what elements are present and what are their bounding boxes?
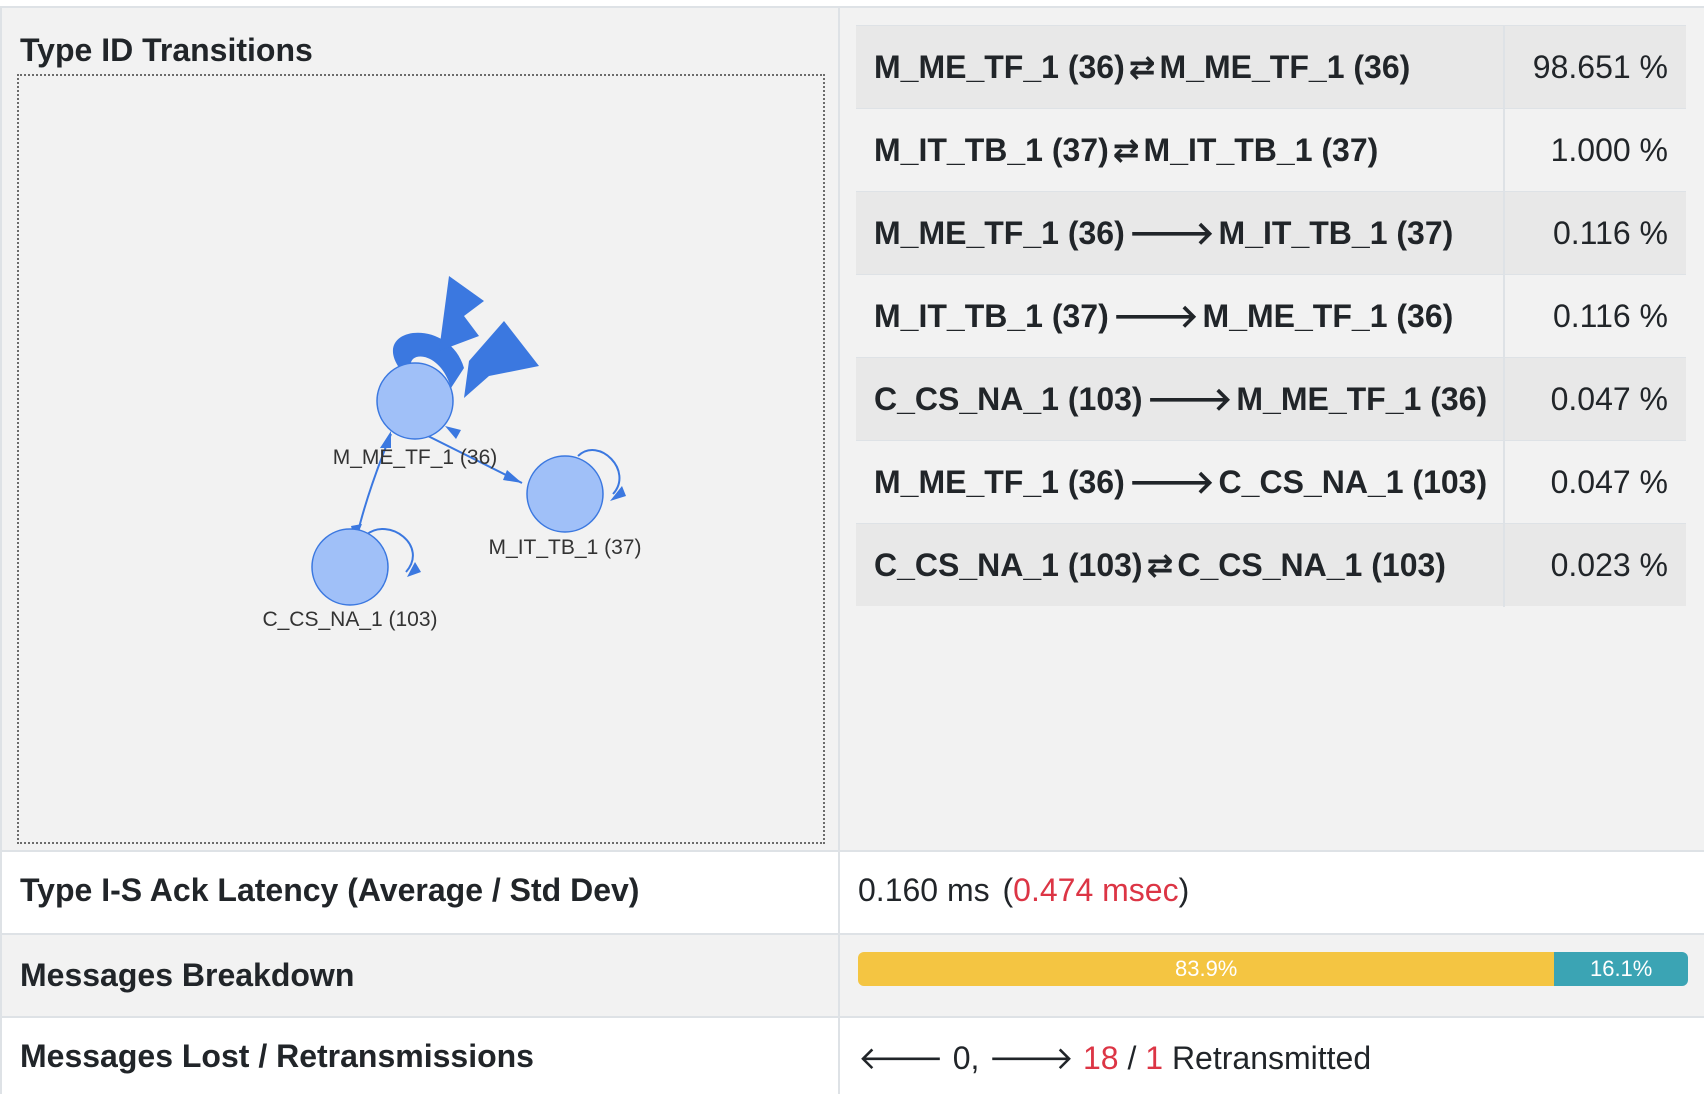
transition-row: M_IT_TB_1 (37) 🡒 M_ME_TF_1 (36) 0.116 % (856, 274, 1686, 358)
transition-name: M_ME_TF_1 (36) 🡒 M_IT_TB_1 (37) (874, 192, 1453, 275)
transition-from: M_IT_TB_1 (37) (874, 298, 1109, 334)
edge-arrowhead (445, 426, 461, 439)
latency-close-paren: ) (1178, 872, 1190, 908)
transition-row: M_ME_TF_1 (36) 🡒 C_CS_NA_1 (103) 0.047 % (856, 440, 1686, 524)
transitions-table: M_ME_TF_1 (36) ⇄ M_ME_TF_1 (36) 98.651 % M_I… (856, 25, 1686, 607)
self-loop-arrowhead (407, 562, 421, 577)
transition-name: M_ME_TF_1 (36) 🡒 C_CS_NA_1 (103) (874, 441, 1487, 524)
retransmitted-label: Retransmitted (1171, 1040, 1372, 1076)
transition-to: M_ME_TF_1 (36) (1236, 381, 1488, 417)
transition-to: M_ME_TF_1 (36) (1159, 49, 1411, 85)
latency-stddev: 0.474 msec (1013, 872, 1179, 908)
row-messages-breakdown: Messages Breakdown 83.9% 16.1% (0, 933, 1704, 1016)
bidirectional-arrow-icon: ⇄ (1128, 49, 1156, 85)
latency-label-cell: Type I-S Ack Latency (Average / Std Dev) (0, 852, 838, 933)
arrow-right-icon: 🡒 (1112, 298, 1199, 334)
self-loop-arrowhead (439, 276, 484, 351)
transition-percentage: 0.116 % (1503, 192, 1686, 275)
arrow-right-icon: 🡒 (988, 1040, 1075, 1076)
transition-row: C_CS_NA_1 (103) 🡒 M_ME_TF_1 (36) 0.047 % (856, 357, 1686, 441)
arrow-right-icon: 🡒 (1128, 215, 1215, 251)
graph-node-label: M_ME_TF_1 (36) (333, 446, 498, 469)
latency-value-cell: 0.160 ms (0.474 msec) (838, 852, 1704, 933)
bidirectional-arrow-icon: ⇄ (1112, 132, 1140, 168)
transition-graph[interactable]: M_ME_TF_1 (36) M_IT_TB_1 (37) C_CS_NA_1 (1… (17, 74, 825, 844)
progress-segment: 83.9% (858, 952, 1555, 986)
transition-percentage: 0.023 % (1503, 524, 1686, 607)
latency-open-paren: ( (1002, 872, 1014, 908)
transitions-table-cell (838, 8, 1704, 850)
self-loop-arrowhead (610, 486, 626, 501)
transition-from: M_IT_TB_1 (37) (874, 132, 1109, 168)
lost-label-cell: Messages Lost / Retransmissions (0, 1018, 838, 1094)
lost-label: Messages Lost / Retransmissions (20, 1038, 534, 1074)
self-loop-edge (577, 449, 621, 495)
transition-row: C_CS_NA_1 (103) ⇄ C_CS_NA_1 (103) 0.023 % (856, 523, 1686, 607)
edge-arrowhead (380, 431, 391, 448)
lost-out-count: 18 (1082, 1040, 1119, 1076)
transition-percentage: 0.047 % (1503, 358, 1686, 441)
bidirectional-arrow-icon: ⇄ (1146, 547, 1174, 583)
row-latency: Type I-S Ack Latency (Average / Std Dev)… (0, 850, 1704, 933)
edge-arrowhead (503, 470, 522, 483)
transition-name: M_IT_TB_1 (37) 🡒 M_ME_TF_1 (36) (874, 275, 1453, 358)
graph-node (376, 362, 454, 440)
slash-separator: / (1127, 1040, 1137, 1076)
transition-row: M_ME_TF_1 (36) 🡒 M_IT_TB_1 (37) 0.116 % (856, 191, 1686, 275)
transition-from: M_ME_TF_1 (36) (874, 49, 1125, 85)
transition-name: M_IT_TB_1 (37) ⇄ M_IT_TB_1 (37) (874, 109, 1378, 192)
transition-from: C_CS_NA_1 (103) (874, 381, 1143, 417)
edge-36-37 (411, 427, 523, 484)
breakdown-label: Messages Breakdown (20, 957, 355, 993)
transition-row: M_IT_TB_1 (37) ⇄ M_IT_TB_1 (37) 1.000 % (856, 108, 1686, 192)
transition-name: M_ME_TF_1 (36) ⇄ M_ME_TF_1 (36) (874, 26, 1410, 109)
self-loop-arrowhead (464, 321, 539, 398)
arrow-right-icon: 🡒 (1128, 464, 1215, 500)
transition-from: C_CS_NA_1 (103) (874, 547, 1143, 583)
transition-to: M_IT_TB_1 (37) (1218, 215, 1454, 251)
self-loop-edge (365, 528, 414, 573)
lost-in-count: 0, (952, 1040, 980, 1076)
transition-from: M_ME_TF_1 (36) (874, 215, 1125, 251)
progress-segment: 16.1% (1554, 952, 1688, 986)
latency-value: 0.160 ms (0.474 msec) (858, 872, 1189, 909)
transition-name: C_CS_NA_1 (103) 🡒 M_ME_TF_1 (36) (874, 358, 1487, 441)
graph-node-label: C_CS_NA_1 (103) (262, 608, 437, 631)
breakdown-value-cell: 83.9% 16.1% (838, 935, 1704, 1016)
arrow-left-icon: 🡐 (858, 1040, 944, 1076)
transition-percentage: 0.047 % (1503, 441, 1686, 524)
lost-value-cell: 🡐 0, 🡒 18 / 1 Retransmitted (838, 1018, 1704, 1094)
lost-value: 🡐 0, 🡒 18 / 1 Retransmitted (858, 1038, 1371, 1077)
transition-to: M_IT_TB_1 (37) (1143, 132, 1379, 168)
arrow-right-icon: 🡒 (1146, 381, 1233, 417)
graph-node (526, 455, 604, 533)
transition-name: C_CS_NA_1 (103) ⇄ C_CS_NA_1 (103) (874, 524, 1446, 607)
transition-to: M_ME_TF_1 (36) (1202, 298, 1454, 334)
retransmitted-count: 1 (1145, 1040, 1164, 1076)
messages-breakdown-progress: 83.9% 16.1% (858, 952, 1688, 986)
transition-from: M_ME_TF_1 (36) (874, 464, 1125, 500)
latency-average: 0.160 ms (858, 872, 990, 908)
transition-graph-svg: M_ME_TF_1 (36) M_IT_TB_1 (37) C_CS_NA_1 (1… (262, 276, 642, 631)
transition-to: C_CS_NA_1 (103) (1177, 547, 1446, 583)
transitions-label: Type ID Transitions (20, 32, 313, 68)
row-messages-lost: Messages Lost / Retransmissions 🡐 0, 🡒 1… (0, 1016, 1704, 1094)
latency-label: Type I-S Ack Latency (Average / Std Dev) (20, 872, 640, 908)
transitions-label-cell: Type ID Transitions M_ME_TF_1 (36) M_IT_T… (0, 8, 838, 850)
transition-percentage: 0.116 % (1503, 275, 1686, 358)
transition-percentage: 98.651 % (1503, 26, 1686, 109)
breakdown-label-cell: Messages Breakdown (0, 935, 838, 1016)
graph-node (311, 528, 389, 606)
transition-row: M_ME_TF_1 (36) ⇄ M_ME_TF_1 (36) 98.651 % (856, 25, 1686, 109)
transition-to: C_CS_NA_1 (103) (1218, 464, 1488, 500)
transition-percentage: 1.000 % (1503, 109, 1686, 192)
graph-node-label: M_IT_TB_1 (37) (489, 536, 642, 559)
